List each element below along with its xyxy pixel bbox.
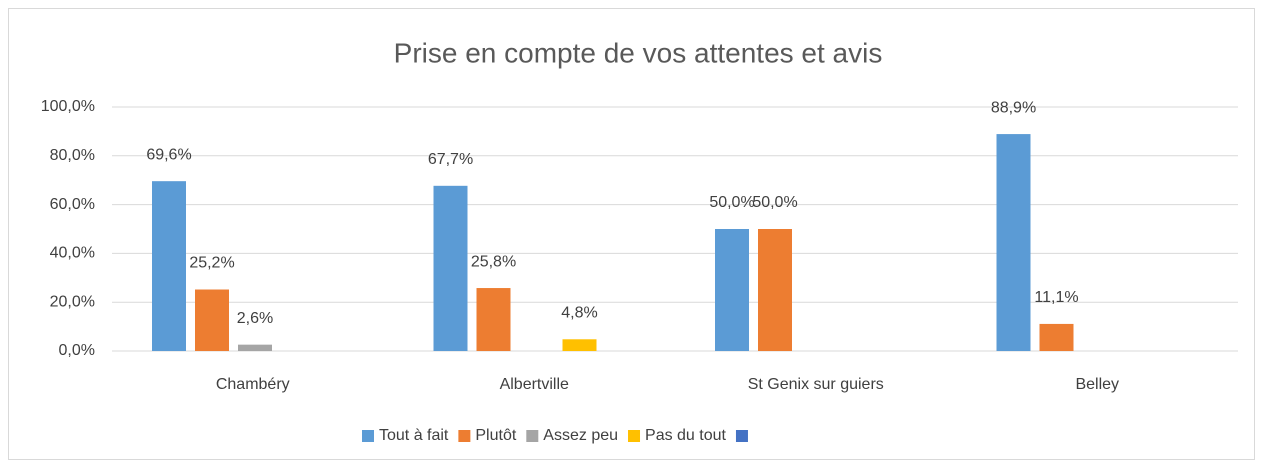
data-label: 25,2%	[189, 255, 234, 272]
legend-swatch	[628, 430, 641, 442]
legend-swatch	[362, 430, 374, 442]
data-label: 67,7%	[428, 151, 473, 168]
data-label: 88,9%	[991, 99, 1036, 116]
y-tick-label: 20,0%	[50, 293, 95, 310]
bar	[996, 134, 1031, 351]
bar	[715, 229, 749, 351]
x-tick-label: Belley	[1075, 376, 1119, 393]
chart-title: Prise en compte de vos attentes et avis	[394, 37, 883, 68]
legend-label: Tout à fait	[379, 427, 449, 444]
bar	[152, 181, 186, 351]
bar	[758, 229, 792, 351]
data-label: 50,0%	[709, 194, 754, 211]
y-tick-label: 0,0%	[59, 342, 95, 359]
data-label: 2,6%	[237, 310, 273, 327]
legend-swatch	[458, 430, 471, 442]
bar	[476, 288, 511, 351]
x-tick-label: Albertville	[500, 376, 569, 393]
bar	[562, 339, 597, 351]
data-label: 50,0%	[752, 194, 797, 211]
legend-label: Plutôt	[475, 427, 516, 444]
data-label: 4,8%	[561, 305, 597, 322]
y-tick-label: 80,0%	[50, 147, 95, 164]
bar	[1039, 323, 1074, 351]
data-label: 25,8%	[471, 253, 516, 270]
y-tick-label: 100,0%	[41, 98, 95, 115]
bar	[195, 289, 229, 351]
data-label: 69,6%	[146, 146, 191, 163]
legend-swatch	[735, 430, 748, 442]
bar	[433, 185, 468, 351]
x-tick-label: Chambéry	[216, 376, 290, 393]
y-tick-label: 60,0%	[50, 196, 95, 213]
legend-label: Pas du tout	[645, 427, 727, 444]
data-label: 11,1%	[1034, 289, 1078, 306]
x-tick-label: St Genix sur guiers	[748, 376, 884, 393]
legend-swatch	[526, 430, 539, 442]
legend-label: Assez peu	[543, 427, 618, 444]
bar	[238, 344, 272, 351]
chart-border	[8, 8, 1255, 460]
y-tick-label: 40,0%	[50, 245, 95, 262]
